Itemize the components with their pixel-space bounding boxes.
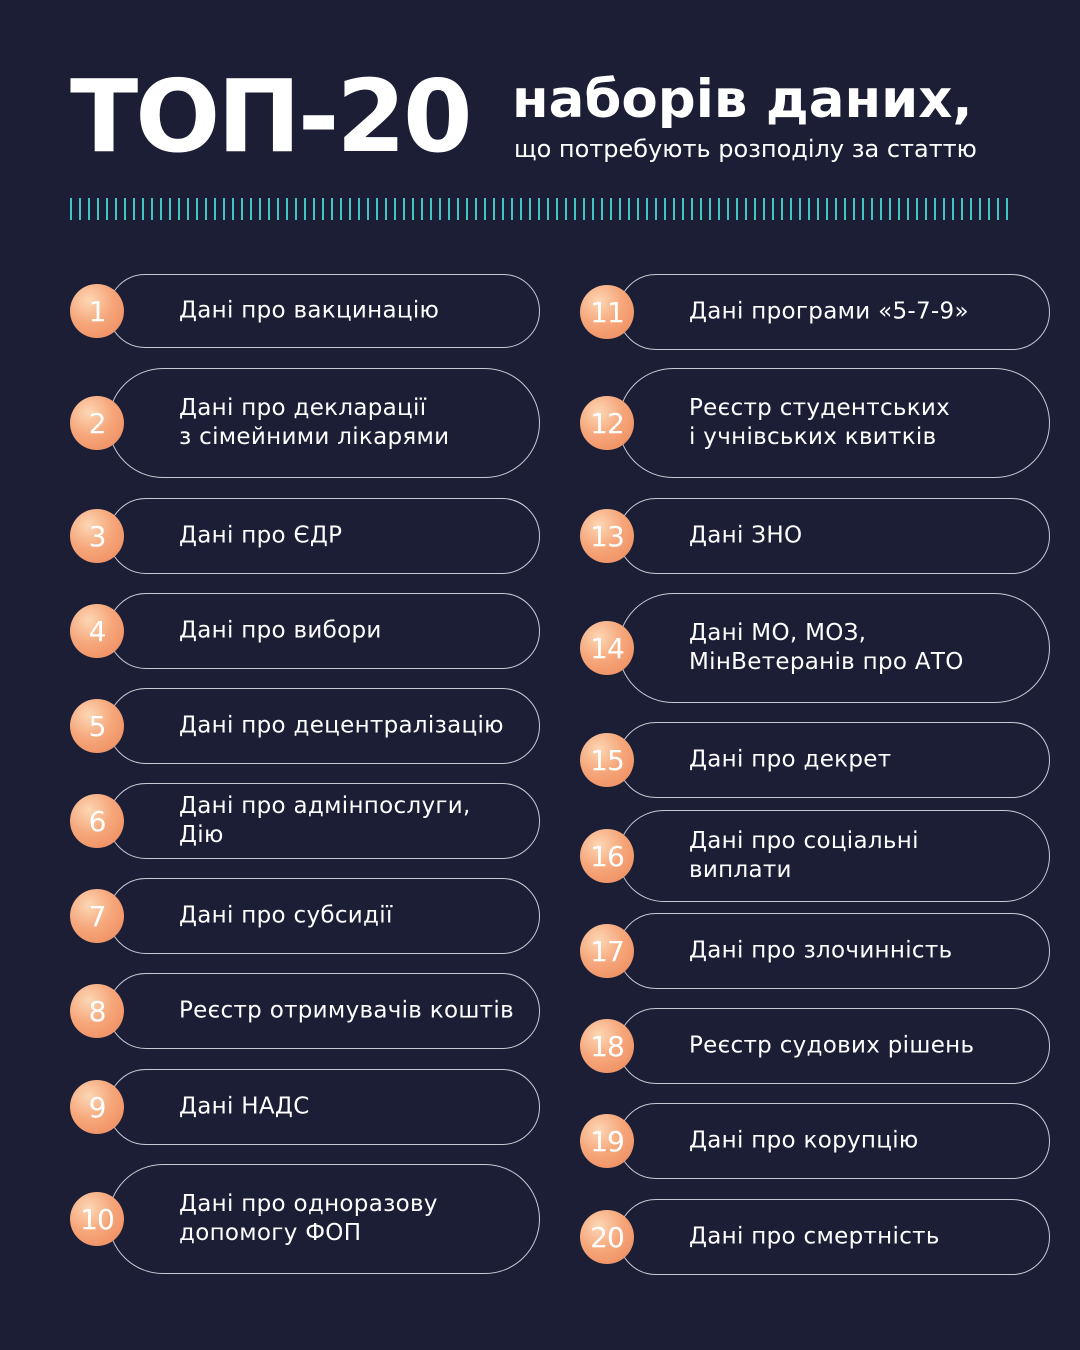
list-item: Дані МО, МОЗ, МінВетеранів про АТО 14	[580, 593, 1050, 703]
item-pill: Дані про адмінпослуги, Дію	[108, 783, 540, 859]
list-item: Реєстр отримувачів коштів 8	[70, 973, 540, 1049]
number-badge: 9	[70, 1080, 124, 1134]
list-item: Дані про ЄДР 3	[70, 498, 540, 574]
item-label: Реєстр судових рішень	[689, 1032, 975, 1059]
number-badge: 1	[70, 284, 124, 338]
item-label: Дані про вакцинацію	[179, 297, 440, 324]
list-item: Дані ЗНО 13	[580, 498, 1050, 574]
item-pill: Дані НАДС	[108, 1069, 540, 1145]
number-badge: 4	[70, 604, 124, 658]
page-subheading: що потребують розподілу за статтю	[514, 135, 977, 163]
item-pill: Дані про вибори	[108, 593, 540, 669]
page-title: ТОП-20	[70, 58, 473, 175]
list-item: Дані про смертність 20	[580, 1199, 1050, 1275]
number-badge: 7	[70, 889, 124, 943]
number-badge: 14	[580, 621, 634, 675]
list-item: Дані про злочинність 17	[580, 913, 1050, 989]
list-item: Дані про вибори 4	[70, 593, 540, 669]
item-label: Реєстр студентських і учнівських квитків	[689, 395, 951, 450]
number-badge: 20	[580, 1210, 634, 1264]
number-badge: 2	[70, 396, 124, 450]
item-label: Дані про вибори	[179, 617, 382, 644]
item-label: Дані про адмінпослуги, Дію	[179, 793, 471, 848]
item-pill: Дані про вакцинацію	[108, 274, 540, 348]
item-pill: Реєстр отримувачів коштів	[108, 973, 540, 1049]
item-label: Дані про децентралізацію	[179, 712, 504, 739]
list-item: Дані НАДС 9	[70, 1069, 540, 1145]
tick-divider	[70, 198, 1010, 220]
list-item: Дані про корупцію 19	[580, 1103, 1050, 1179]
item-label: Дані програми «5-7-9»	[689, 298, 969, 325]
item-label: Дані МО, МОЗ, МінВетеранів про АТО	[689, 620, 964, 675]
item-label: Дані НАДС	[179, 1093, 310, 1120]
list-item: Реєстр студентських і учнівських квитків…	[580, 368, 1050, 478]
item-label: Дані ЗНО	[689, 522, 803, 549]
item-label: Дані про соціальні виплати	[689, 828, 919, 883]
item-label: Дані про ЄДР	[179, 522, 343, 549]
number-badge: 3	[70, 509, 124, 563]
list-item: Дані про адмінпослуги, Дію 6	[70, 783, 540, 859]
item-label: Дані про смертність	[689, 1223, 940, 1250]
list-item: Дані про субсидії 7	[70, 878, 540, 954]
item-pill: Дані про декрет	[618, 722, 1050, 798]
item-pill: Дані про декларації з сімейними лікарями	[108, 368, 540, 478]
number-badge: 19	[580, 1114, 634, 1168]
item-pill: Дані про субсидії	[108, 878, 540, 954]
item-pill: Дані про ЄДР	[108, 498, 540, 574]
header: ТОП-20 наборів даних, що потребують розп…	[70, 62, 1020, 182]
item-pill: Дані програми «5-7-9»	[618, 274, 1050, 350]
item-label: Дані про декларації з сімейними лікарями	[179, 395, 450, 450]
item-label: Дані про злочинність	[689, 937, 953, 964]
number-badge: 17	[580, 924, 634, 978]
item-pill: Реєстр студентських і учнівських квитків	[618, 368, 1050, 478]
item-pill: Дані МО, МОЗ, МінВетеранів про АТО	[618, 593, 1050, 703]
list-item: Дані про одноразову допомогу ФОП 10	[70, 1164, 540, 1274]
item-pill: Дані про децентралізацію	[108, 688, 540, 764]
number-badge: 6	[70, 794, 124, 848]
item-label: Дані про субсидії	[179, 902, 393, 929]
number-badge: 15	[580, 733, 634, 787]
number-badge: 18	[580, 1019, 634, 1073]
page-subtitle: наборів даних,	[512, 69, 973, 130]
item-label: Дані про одноразову допомогу ФОП	[179, 1191, 438, 1246]
number-badge: 13	[580, 509, 634, 563]
item-pill: Дані про смертність	[618, 1199, 1050, 1275]
item-label: Реєстр отримувачів коштів	[179, 997, 514, 1024]
item-pill: Реєстр судових рішень	[618, 1008, 1050, 1084]
number-badge: 11	[580, 285, 634, 339]
list-item: Дані про декрет 15	[580, 722, 1050, 798]
item-pill: Дані про злочинність	[618, 913, 1050, 989]
item-pill: Дані ЗНО	[618, 498, 1050, 574]
item-label: Дані про декрет	[689, 746, 892, 773]
item-label: Дані про корупцію	[689, 1127, 919, 1154]
list-item: Реєстр судових рішень 18	[580, 1008, 1050, 1084]
number-badge: 16	[580, 829, 634, 883]
list-item: Дані про декларації з сімейними лікарями…	[70, 368, 540, 478]
list-item: Дані про соціальні виплати 16	[580, 810, 1050, 902]
number-badge: 8	[70, 984, 124, 1038]
number-badge: 5	[70, 699, 124, 753]
list-item: Дані про децентралізацію 5	[70, 688, 540, 764]
item-pill: Дані про соціальні виплати	[618, 810, 1050, 902]
number-badge: 10	[70, 1192, 124, 1246]
list-item: Дані програми «5-7-9» 11	[580, 274, 1050, 350]
list-item: Дані про вакцинацію 1	[70, 274, 540, 348]
item-pill: Дані про одноразову допомогу ФОП	[108, 1164, 540, 1274]
number-badge: 12	[580, 396, 634, 450]
item-pill: Дані про корупцію	[618, 1103, 1050, 1179]
